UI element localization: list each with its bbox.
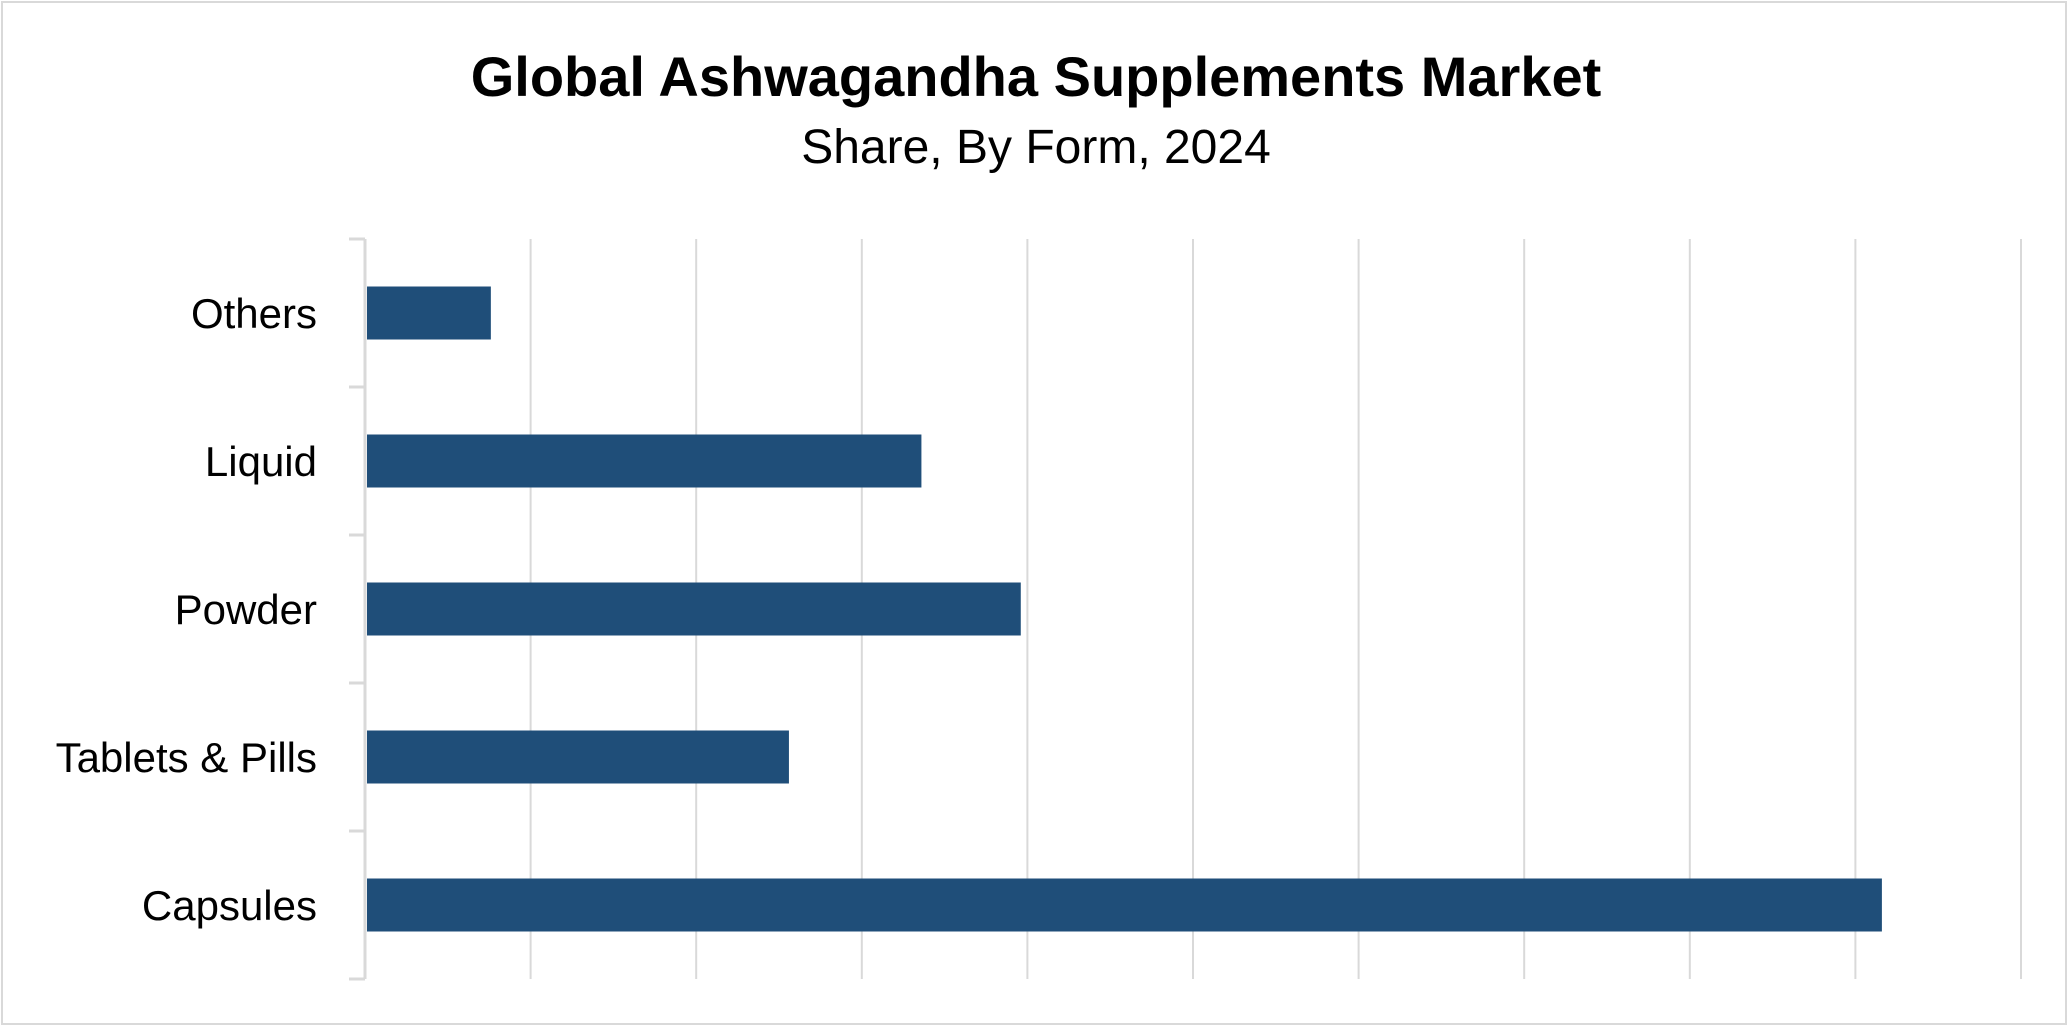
- category-labels: Others Liquid Powder Tablets & Pills Capsule…: [56, 290, 317, 929]
- bars: [367, 286, 1882, 932]
- category-label: Liquid: [205, 438, 317, 485]
- category-label: Powder: [175, 586, 317, 633]
- bar-powder: [367, 582, 1021, 636]
- bar-liquid: [367, 434, 922, 488]
- bar-tablets-pills: [367, 730, 789, 784]
- category-label: Capsules: [142, 882, 317, 929]
- bar-capsules: [367, 878, 1882, 932]
- category-axis: [349, 237, 367, 981]
- category-label: Tablets & Pills: [56, 734, 317, 781]
- chart-title: Global Ashwagandha Supplements Market: [470, 45, 1602, 108]
- category-label: Others: [191, 290, 317, 337]
- chart-subtitle: Share, By Form, 2024: [801, 121, 1271, 174]
- bar-others: [367, 286, 491, 340]
